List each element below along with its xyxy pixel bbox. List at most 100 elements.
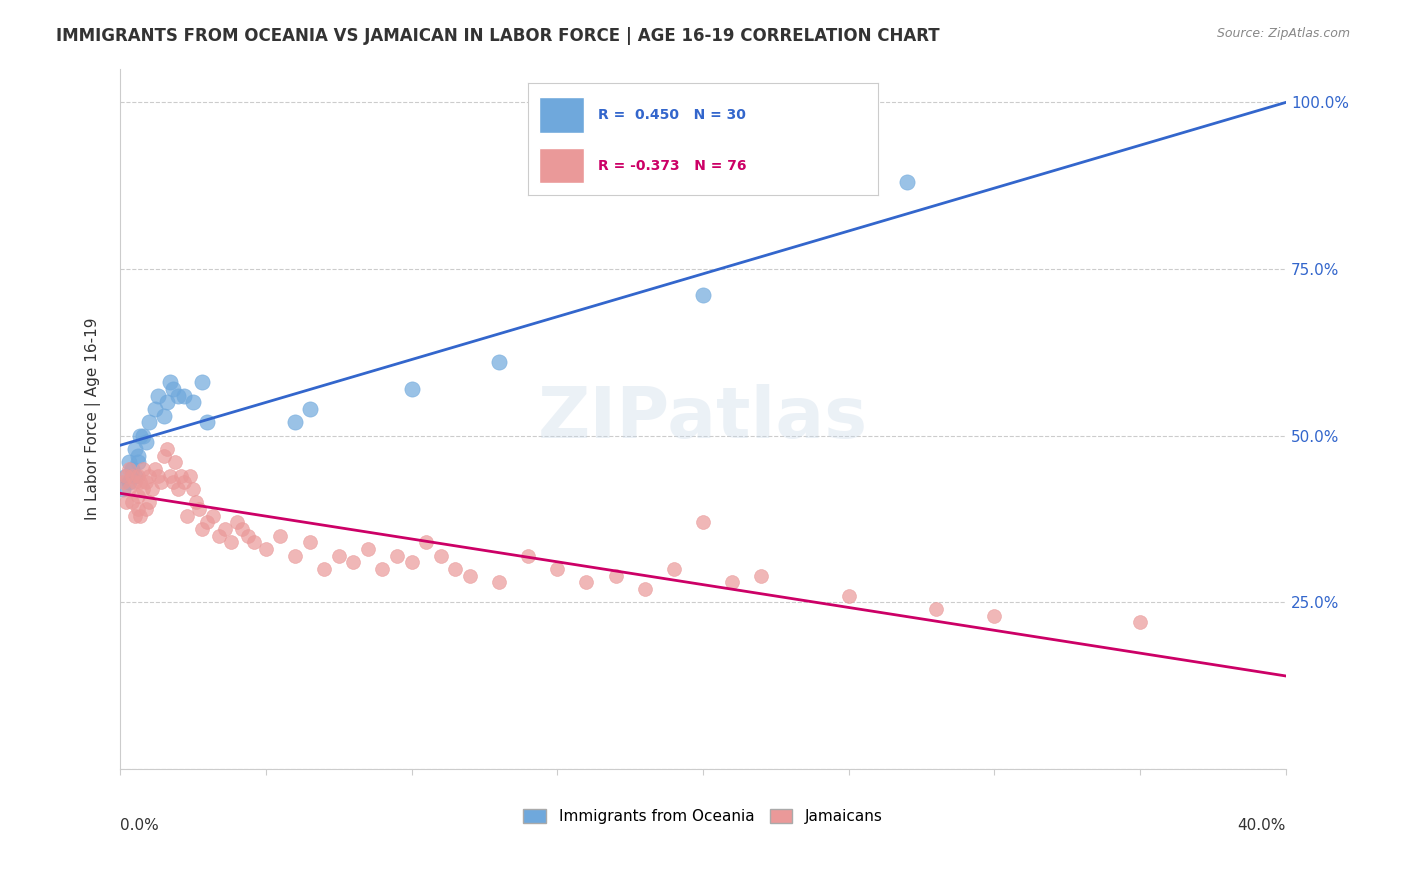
Point	[167, 388, 190, 402]
Point	[124, 442, 146, 456]
Point	[692, 288, 714, 302]
Text: ZIPatlas: ZIPatlas	[538, 384, 868, 453]
Point	[371, 562, 394, 576]
Point	[385, 549, 408, 563]
Point	[118, 475, 141, 490]
Point	[173, 388, 195, 402]
Y-axis label: In Labor Force | Age 16-19: In Labor Force | Age 16-19	[86, 318, 101, 520]
Point	[132, 462, 155, 476]
Point	[546, 562, 568, 576]
Point	[159, 468, 181, 483]
Point	[124, 508, 146, 523]
Point	[243, 535, 266, 549]
Point	[214, 522, 236, 536]
Point	[127, 502, 149, 516]
Point	[152, 409, 174, 423]
Point	[127, 455, 149, 469]
Point	[132, 428, 155, 442]
Point	[401, 382, 423, 396]
Point	[129, 428, 152, 442]
Point	[197, 516, 219, 530]
Point	[357, 542, 380, 557]
Point	[429, 549, 451, 563]
Text: IMMIGRANTS FROM OCEANIA VS JAMAICAN IN LABOR FORCE | AGE 16-19 CORRELATION CHART: IMMIGRANTS FROM OCEANIA VS JAMAICAN IN L…	[56, 27, 939, 45]
Point	[121, 495, 143, 509]
Point	[127, 489, 149, 503]
Point	[415, 535, 437, 549]
Point	[692, 516, 714, 530]
Point	[342, 556, 364, 570]
Point	[121, 462, 143, 476]
Point	[129, 475, 152, 490]
Point	[181, 395, 204, 409]
Point	[458, 568, 481, 582]
Point	[146, 388, 169, 402]
Point	[138, 468, 160, 483]
Point	[170, 468, 193, 483]
Point	[269, 529, 291, 543]
Point	[173, 475, 195, 490]
Point	[749, 568, 772, 582]
Point	[129, 508, 152, 523]
Point	[118, 462, 141, 476]
Point	[152, 449, 174, 463]
Point	[238, 529, 260, 543]
Point	[983, 608, 1005, 623]
Point	[143, 462, 166, 476]
Point	[184, 495, 207, 509]
Point	[135, 502, 157, 516]
Point	[298, 535, 321, 549]
Point	[121, 468, 143, 483]
Point	[190, 375, 212, 389]
Point	[146, 468, 169, 483]
Point	[132, 482, 155, 496]
Point	[138, 415, 160, 429]
Point	[162, 382, 184, 396]
Point	[896, 175, 918, 189]
Point	[118, 455, 141, 469]
Point	[127, 468, 149, 483]
Legend: Immigrants from Oceania, Jamaicans: Immigrants from Oceania, Jamaicans	[516, 801, 890, 831]
Point	[488, 355, 510, 369]
Point	[135, 475, 157, 490]
Point	[225, 516, 247, 530]
Point	[115, 468, 138, 483]
Point	[605, 568, 627, 582]
Point	[124, 475, 146, 490]
Point	[284, 549, 307, 563]
Point	[838, 589, 860, 603]
Point	[115, 495, 138, 509]
Point	[401, 556, 423, 570]
Point	[488, 575, 510, 590]
Point	[179, 468, 201, 483]
Point	[298, 401, 321, 416]
Point	[118, 482, 141, 496]
Point	[517, 549, 540, 563]
Point	[662, 562, 685, 576]
Point	[202, 508, 225, 523]
Text: Source: ZipAtlas.com: Source: ZipAtlas.com	[1216, 27, 1350, 40]
Point	[159, 375, 181, 389]
Point	[190, 522, 212, 536]
Point	[167, 482, 190, 496]
Point	[138, 495, 160, 509]
Point	[314, 562, 336, 576]
Point	[141, 482, 163, 496]
Point	[197, 415, 219, 429]
Point	[208, 529, 231, 543]
Point	[444, 562, 467, 576]
Point	[925, 602, 948, 616]
Point	[231, 522, 253, 536]
Point	[1129, 615, 1152, 630]
Point	[181, 482, 204, 496]
Point	[162, 475, 184, 490]
Point	[143, 401, 166, 416]
Point	[124, 468, 146, 483]
Point	[284, 415, 307, 429]
Point	[328, 549, 350, 563]
Point	[149, 475, 172, 490]
Point	[634, 582, 657, 596]
Point	[575, 575, 598, 590]
Text: 0.0%: 0.0%	[120, 818, 159, 833]
Point	[721, 575, 744, 590]
